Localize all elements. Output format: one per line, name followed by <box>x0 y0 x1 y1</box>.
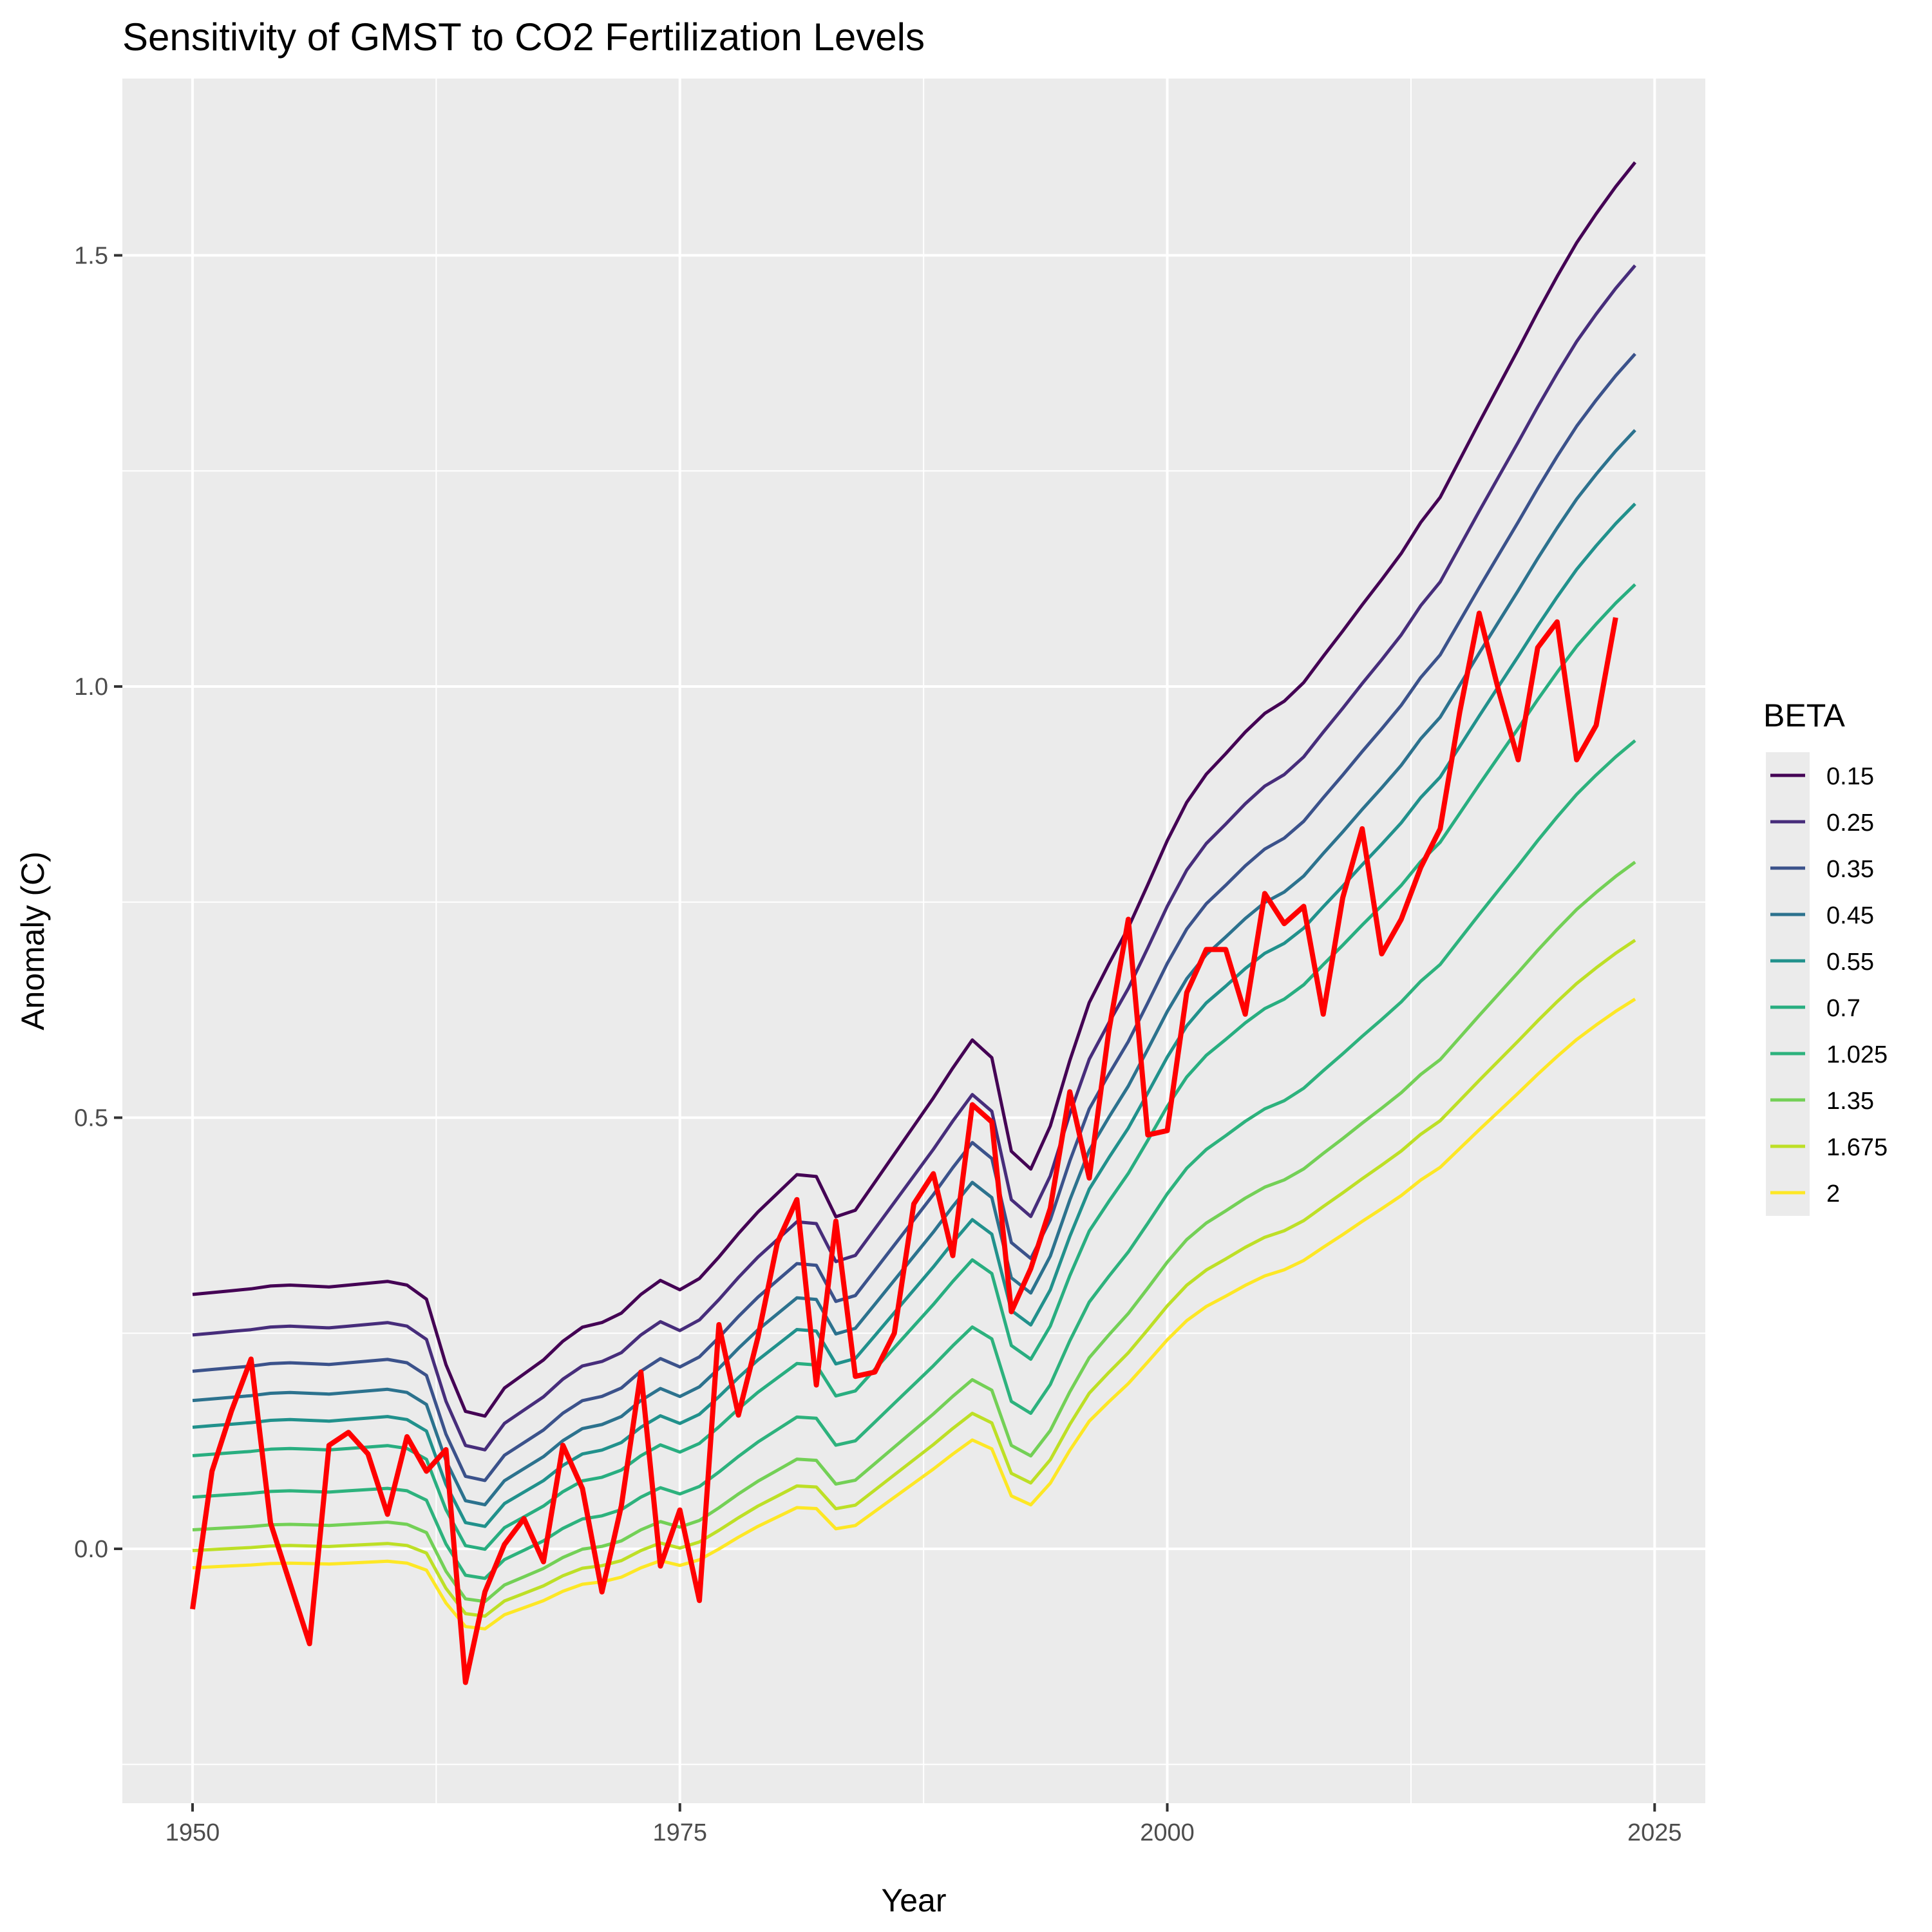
chart-title: Sensitivity of GMST to CO2 Fertilization… <box>122 15 925 59</box>
x-tick-label: 1975 <box>652 1819 707 1846</box>
y-tick-label: 0.0 <box>74 1536 108 1563</box>
series-lines <box>192 161 1636 1631</box>
y-axis-title: Anomaly (C) <box>15 851 51 1030</box>
legend-label-0.45: 0.45 <box>1826 902 1874 929</box>
x-axis-title: Year <box>881 1882 946 1918</box>
legend-items: 0.15 0.25 0.35 0.45 0.55 0.7 1.025 1.35 1.675 2 <box>1770 763 1888 1208</box>
legend-label-0.55: 0.55 <box>1826 949 1874 976</box>
y-tick-label: 1.0 <box>74 674 108 701</box>
y-tick-label: 0.5 <box>74 1104 108 1132</box>
series-line-beta-2 <box>192 998 1636 1631</box>
x-tick-label: 2025 <box>1627 1819 1682 1846</box>
legend-label-0.7: 0.7 <box>1826 995 1861 1022</box>
legend-label-1.35: 1.35 <box>1826 1088 1874 1115</box>
legend-label-2: 2 <box>1826 1180 1840 1208</box>
series-line-beta-0.15 <box>192 161 1636 1418</box>
series-line-beta-0.25 <box>192 264 1636 1452</box>
legend-title: BETA <box>1763 697 1846 734</box>
series-line-beta-1.35 <box>192 860 1636 1604</box>
legend-label-1.025: 1.025 <box>1826 1041 1888 1068</box>
legend: BETA 0.15 0.25 0.35 0.45 0.55 0.7 1.025 1.35 1.6… <box>1763 697 1888 1216</box>
series-line-beta-1.675 <box>192 938 1636 1618</box>
y-tick-label: 1.5 <box>74 242 108 269</box>
x-tick-label: 2000 <box>1140 1819 1195 1846</box>
series-line-beta-0.55 <box>192 502 1636 1528</box>
legend-label-1.675: 1.675 <box>1826 1134 1888 1161</box>
grid-major <box>122 79 1705 1803</box>
series-line-beta-0.45 <box>192 429 1636 1507</box>
observed-line <box>190 611 1618 1685</box>
y-axis-ticks: 0.0 0.5 1.0 1.5 <box>74 242 122 1563</box>
legend-label-0.25: 0.25 <box>1826 810 1874 837</box>
legend-label-0.15: 0.15 <box>1826 763 1874 790</box>
series-line-beta-1.025 <box>192 739 1636 1580</box>
observed-anomaly-line <box>190 611 1618 1685</box>
x-tick-label: 1950 <box>166 1819 220 1846</box>
legend-key-background <box>1766 752 1810 1216</box>
grid-minor <box>122 79 1705 1803</box>
x-axis-ticks: 1950 1975 2000 2025 <box>166 1803 1682 1846</box>
series-line-beta-0.7 <box>192 583 1636 1551</box>
legend-label-0.35: 0.35 <box>1826 856 1874 883</box>
